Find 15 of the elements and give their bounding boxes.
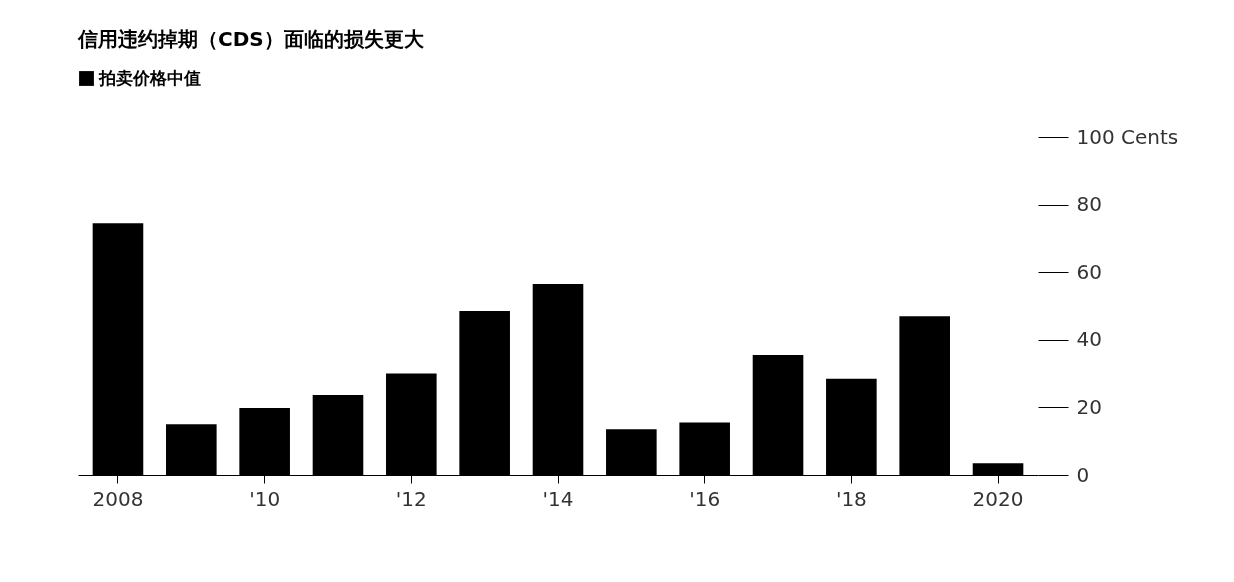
x-tick-label: '16 — [689, 486, 721, 511]
legend-label: 拍卖价格中值 — [98, 67, 201, 88]
y-tick-label: 40 — [1076, 327, 1102, 352]
y-tick-label: 20 — [1076, 394, 1102, 419]
x-tick-label: '12 — [395, 486, 427, 511]
y-tick-label: 60 — [1076, 259, 1102, 284]
chart-title: 信用违约掉期（CDS）面临的损失更大 — [77, 27, 425, 51]
y-tick-label: 0 — [1076, 462, 1090, 487]
x-tick-label: '14 — [542, 486, 574, 511]
y-tick-label: 80 — [1076, 192, 1102, 217]
x-tick-label: '10 — [249, 486, 281, 511]
y-tick-label: 100 Cents — [1076, 124, 1179, 149]
x-tick-label: 2008 — [92, 486, 144, 511]
x-tick-label: '18 — [835, 486, 867, 511]
x-tick-label: 2020 — [972, 486, 1024, 511]
